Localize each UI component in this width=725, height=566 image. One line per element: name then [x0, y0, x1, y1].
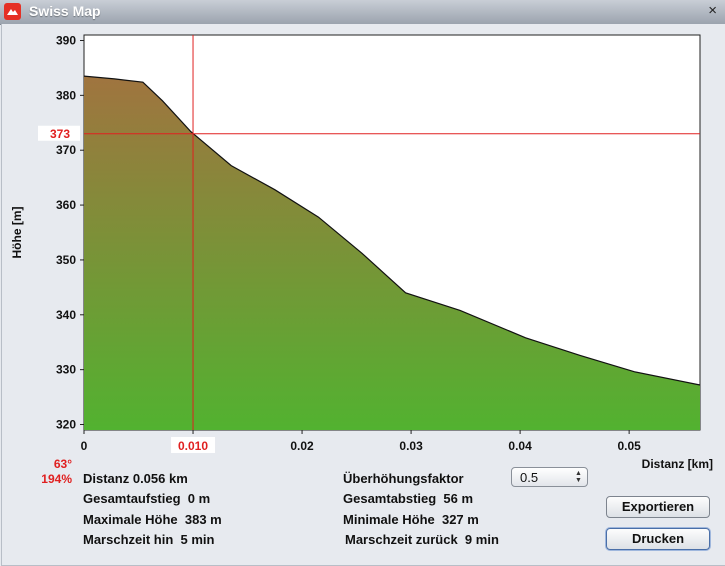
min-height-text: Minimale Höhe 327 m — [343, 512, 479, 527]
stepper-arrows-icon[interactable]: ▲ ▼ — [575, 470, 582, 484]
y-tick-label: 360 — [56, 198, 76, 212]
y-axis-label: Höhe [m] — [10, 207, 24, 259]
x-tick-label: 0 — [81, 439, 88, 453]
title-bar: Swiss Map × — [0, 0, 725, 25]
export-button[interactable]: Exportieren — [606, 496, 710, 518]
walk-time-back-text: Marschzeit zurück 9 min — [345, 532, 499, 547]
y-tick-label: 390 — [56, 33, 76, 47]
y-tick-label: 380 — [56, 88, 76, 102]
distance-text: Distanz 0.056 km — [83, 471, 188, 486]
y-tick-label: 330 — [56, 363, 76, 377]
x-tick-label: 0.02 — [290, 439, 314, 453]
max-height-text: Maximale Höhe 383 m — [83, 512, 222, 527]
x-axis-label: Distanz [km] — [642, 457, 713, 471]
exaggeration-factor-stepper[interactable]: 0.5 ▲ ▼ — [511, 467, 588, 487]
elevation-line — [83, 75, 701, 386]
cursor-x-label: 0.010 — [178, 439, 208, 453]
exaggeration-factor-value: 0.5 — [520, 470, 539, 485]
window-title: Swiss Map — [29, 3, 101, 19]
slope-angle: 63° — [53, 457, 72, 471]
cursor-y-label-box — [38, 125, 80, 141]
y-tick-label: 320 — [56, 418, 76, 432]
elevation-profile-chart: 320 330 340 350 360 370 380 390 0 0.02 0.03 0.04 0.… — [10, 33, 713, 471]
slope-percent: 194% — [41, 472, 72, 486]
total-descent-text: Gesamtabstieg 56 m — [343, 491, 474, 506]
x-tick-label: 0.03 — [399, 439, 423, 453]
total-ascent-text: Gesamtaufstieg 0 m — [83, 491, 211, 506]
cursor-y-label: 373 — [50, 127, 70, 141]
y-tick-label: 370 — [56, 143, 76, 157]
x-tick-label: 0.05 — [617, 439, 641, 453]
cursor-x-label-box — [171, 437, 216, 453]
y-tick-label: 350 — [56, 253, 76, 267]
x-tick-label: 0.04 — [508, 439, 532, 453]
y-tick-label: 340 — [56, 308, 76, 322]
exaggeration-factor-label: Überhöhungsfaktor — [343, 471, 464, 486]
print-button[interactable]: Drucken — [606, 528, 710, 550]
swiss-map-app-icon — [4, 3, 21, 20]
walk-time-there-text: Marschzeit hin 5 min — [83, 532, 215, 547]
close-icon[interactable]: × — [708, 2, 717, 19]
elevation-area — [84, 76, 700, 430]
